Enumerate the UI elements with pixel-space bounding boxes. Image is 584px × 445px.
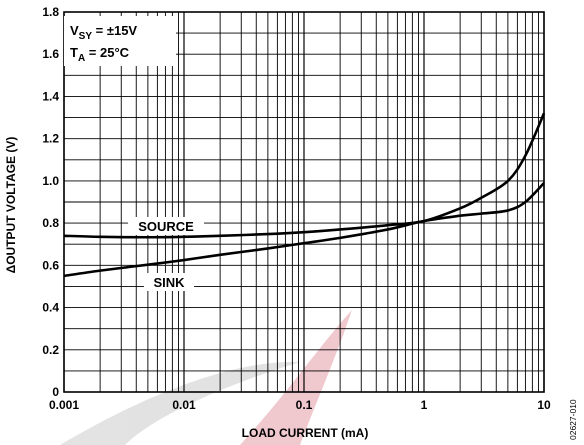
condition-vsy: VSY = ±15V bbox=[70, 23, 137, 42]
series-label-sink: SINK bbox=[153, 275, 185, 290]
series-lines bbox=[63, 112, 546, 278]
condition-ta: TA = 25°C bbox=[70, 45, 130, 64]
y-tick-label: 0 bbox=[52, 385, 59, 399]
watermark-red-swoosh bbox=[240, 310, 352, 445]
y-axis-label: ΔOUTPUT VOLTAGE (V) bbox=[4, 137, 18, 274]
x-axis-label: LOAD CURRENT (mA) bbox=[242, 426, 369, 440]
x-tick-label: 0.01 bbox=[172, 398, 196, 412]
x-tick-labels: 0.001 0.01 0.1 1 10 bbox=[49, 398, 551, 412]
y-tick-label: 0.2 bbox=[42, 343, 59, 357]
x-tick-label: 0.001 bbox=[49, 398, 79, 412]
x-tick-label: 0.1 bbox=[296, 398, 313, 412]
series-line-sink bbox=[63, 182, 545, 278]
y-tick-labels: 0 0.2 0.4 0.6 0.8 1.0 1.2 1.4 1.6 1.8 bbox=[42, 5, 59, 399]
plot-frame bbox=[63, 11, 545, 393]
y-tick-label: 1.4 bbox=[42, 89, 59, 103]
y-tick-label: 1.8 bbox=[42, 5, 59, 19]
y-tick-label: 0.4 bbox=[42, 301, 59, 315]
y-tick-label: 1.6 bbox=[42, 47, 59, 61]
source-label-bg bbox=[128, 217, 204, 235]
watermark-logo bbox=[60, 310, 352, 445]
y-tick-label: 1.0 bbox=[42, 174, 59, 188]
sink-label-bg bbox=[144, 273, 194, 291]
x-tick-label: 10 bbox=[537, 398, 551, 412]
conditions-box bbox=[64, 16, 176, 66]
figure-code: 02627-010 bbox=[568, 399, 578, 440]
y-tick-label: 1.2 bbox=[42, 132, 59, 146]
y-tick-label: 0.6 bbox=[42, 258, 59, 272]
series-line-source bbox=[63, 112, 546, 239]
series-label-source: SOURCE bbox=[138, 219, 194, 234]
x-tick-label: 1 bbox=[421, 398, 428, 412]
y-tick-label: 0.8 bbox=[42, 216, 59, 230]
watermark-gray-swoosh bbox=[60, 361, 300, 445]
